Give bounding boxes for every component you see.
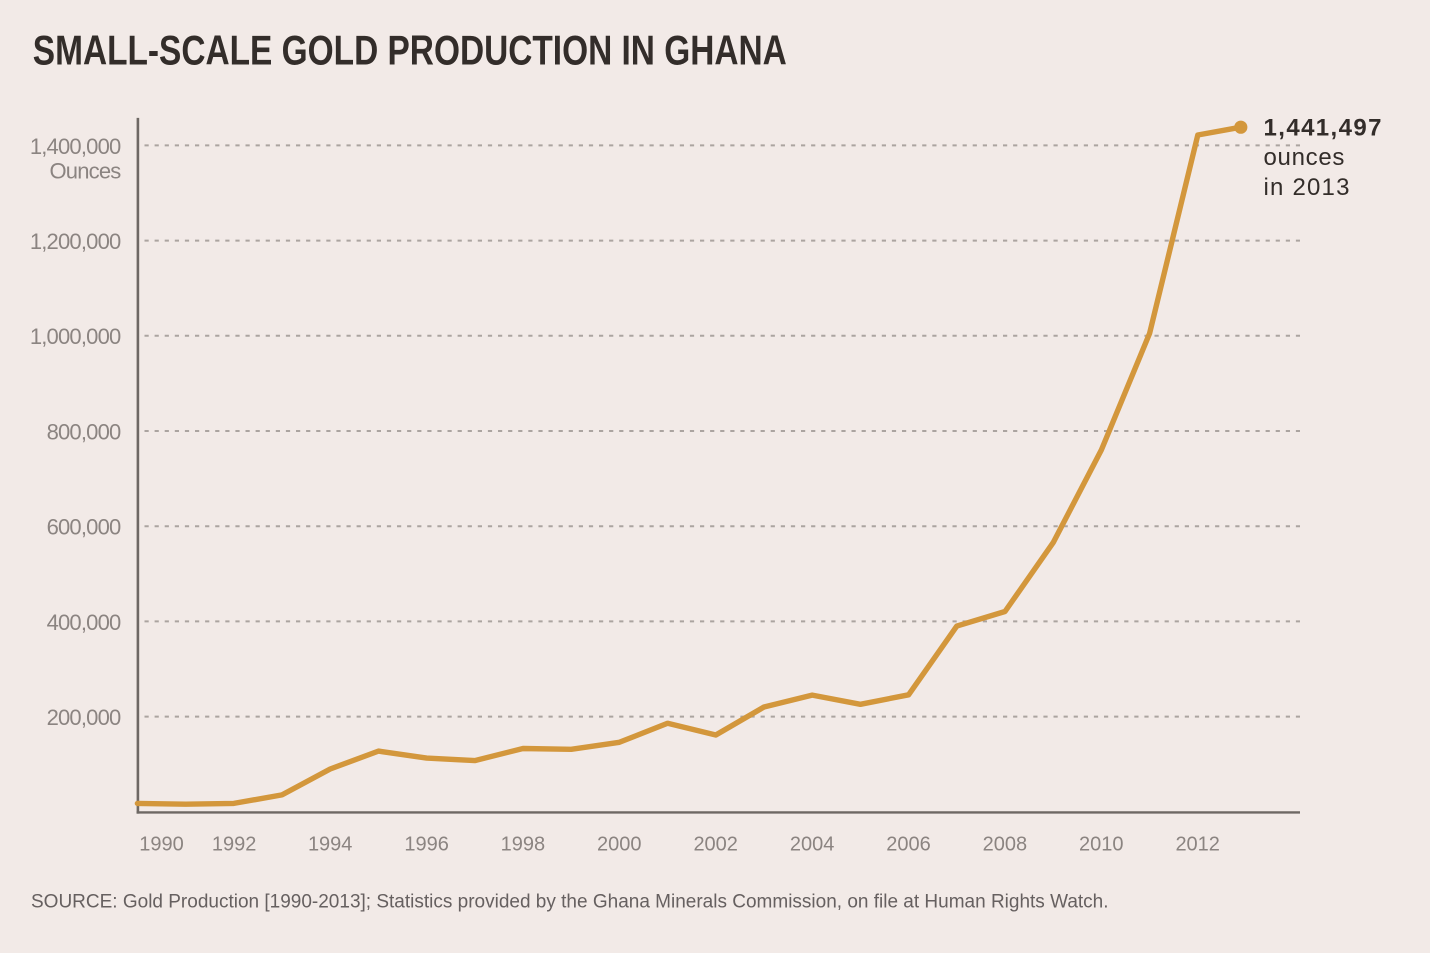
svg-text:2010: 2010 <box>1079 834 1124 856</box>
svg-text:800,000: 800,000 <box>47 419 121 444</box>
svg-text:1994: 1994 <box>308 834 353 856</box>
svg-text:400,000: 400,000 <box>47 610 121 635</box>
svg-text:1,400,000: 1,400,000 <box>30 134 121 159</box>
svg-text:SMALL-SCALE GOLD PRODUCTION IN: SMALL-SCALE GOLD PRODUCTION IN GHANA <box>33 27 787 74</box>
svg-text:2008: 2008 <box>983 834 1028 856</box>
svg-text:1,000,000: 1,000,000 <box>30 324 121 349</box>
svg-text:2000: 2000 <box>597 834 642 856</box>
svg-text:2002: 2002 <box>693 834 738 856</box>
svg-text:2004: 2004 <box>790 834 835 856</box>
svg-text:2006: 2006 <box>886 834 931 856</box>
svg-text:Ounces: Ounces <box>49 158 121 183</box>
svg-text:1,441,497: 1,441,497 <box>1264 114 1383 141</box>
svg-text:1992: 1992 <box>212 834 257 856</box>
svg-text:in 2013: in 2013 <box>1264 174 1351 201</box>
svg-text:1996: 1996 <box>404 834 449 856</box>
svg-text:SOURCE: Gold Production [1990-: SOURCE: Gold Production [1990-2013]; Sta… <box>31 891 1109 912</box>
svg-text:1,200,000: 1,200,000 <box>30 229 121 254</box>
svg-text:1990: 1990 <box>139 834 184 856</box>
svg-text:ounces: ounces <box>1264 144 1346 171</box>
svg-text:2012: 2012 <box>1175 834 1220 856</box>
svg-text:200,000: 200,000 <box>47 705 121 730</box>
svg-text:600,000: 600,000 <box>47 515 121 540</box>
svg-text:1998: 1998 <box>501 834 546 856</box>
